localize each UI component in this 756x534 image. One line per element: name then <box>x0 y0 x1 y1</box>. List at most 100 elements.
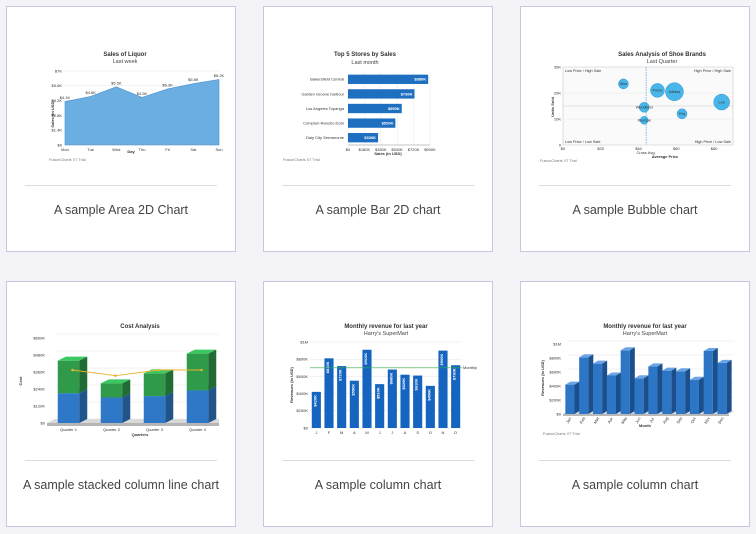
y-tick-label: $200K <box>296 408 308 413</box>
card-caption[interactable]: A sample Bubble chart <box>572 203 698 217</box>
data-label: $550K <box>350 384 355 396</box>
x-tick-label: $900K <box>424 147 436 152</box>
bar <box>634 378 644 414</box>
data-label: $5.8K <box>188 77 199 82</box>
bar <box>375 384 385 428</box>
bar <box>413 375 423 428</box>
y-axis-label: Sales (In USD) <box>50 100 55 128</box>
bubble <box>676 108 688 120</box>
data-label: $4.1K <box>60 95 71 100</box>
line-point <box>71 368 74 372</box>
chart-card-stacked-column-line[interactable]: Cost Analysis $0 $120K $240K $360K $480K $600… <box>6 281 236 527</box>
bar <box>362 349 372 428</box>
x-tick-label: Quarter 1 <box>60 427 78 432</box>
x-tick-label: Tue <box>87 147 95 152</box>
x-tick-label: Jul <box>648 417 655 424</box>
x-tick-label: May <box>620 416 628 425</box>
category-label: Los Angeles Topanga <box>306 106 345 111</box>
x-tick-label: $0 <box>561 146 566 151</box>
y-tick-label: $2.8K <box>52 113 63 118</box>
trendline-label: Monthly <box>463 365 477 370</box>
bar <box>703 351 713 414</box>
bar-side <box>165 392 174 423</box>
bar-segment <box>186 390 209 423</box>
bar-top <box>676 368 691 372</box>
chart-card-column[interactable]: Monthly revenue for last year Harry's Su… <box>263 281 493 527</box>
bar <box>348 118 396 128</box>
chart-card-area[interactable]: Sales of Liquor Last week $4.1K $4.6K $5.5… <box>6 6 236 252</box>
chart-card-column-3d[interactable]: Monthly revenue for last year Harry's Su… <box>520 281 750 527</box>
card-caption[interactable]: A sample stacked column line chart <box>23 478 219 492</box>
bar <box>620 350 630 414</box>
card-caption[interactable]: A sample column chart <box>571 478 699 492</box>
y-tick-label: $1M <box>553 341 561 346</box>
bar <box>689 379 699 414</box>
y-tick-label: $240K <box>33 386 45 391</box>
data-label: $610K <box>414 379 419 391</box>
chart-subtitle: Harry's SuperMart <box>623 331 668 337</box>
card-caption[interactable]: A sample Bar 2D chart <box>315 203 441 217</box>
y-tick-label: $0 <box>41 420 46 425</box>
bar <box>348 103 402 114</box>
y-axis-label: Cost <box>18 376 23 386</box>
bar-side <box>698 376 704 414</box>
bar-segment <box>57 360 80 394</box>
data-label: $880K <box>414 77 426 82</box>
bar <box>387 369 397 428</box>
data-label: $910K <box>363 353 368 365</box>
y-tick-label: $0 <box>58 142 63 147</box>
bar <box>565 384 575 414</box>
bar-side <box>122 393 131 423</box>
x-tick-label: Feb <box>579 415 587 424</box>
x-tick-label: Quarter 2 <box>103 427 121 432</box>
data-label: $520K <box>382 121 394 126</box>
bar-side <box>602 360 608 414</box>
category-label: Garden Groove harbour <box>302 91 345 96</box>
data-label: $5.5K <box>111 80 122 85</box>
bar-top <box>648 363 663 367</box>
bar <box>451 365 461 428</box>
y-tick-label: $1.4K <box>52 128 63 133</box>
category-label: Daly City Serramonte <box>306 135 345 140</box>
y-axis-label: Revenues (In USD) <box>289 366 294 402</box>
bubble <box>618 78 629 90</box>
bar-top <box>620 347 635 351</box>
x-tick-label: $60 <box>673 146 680 151</box>
x-axis-label: Sales (In USD) <box>374 151 402 156</box>
bubble-label: Nike <box>620 82 628 86</box>
y-tick-label: $4.2K <box>52 98 63 103</box>
bar-side <box>574 381 580 414</box>
y-tick-label: $7K <box>55 68 62 73</box>
x-tick-label: Oct <box>689 416 697 425</box>
data-label: $6.2K <box>214 73 225 78</box>
data-label: $730K <box>401 91 413 96</box>
x-tick-label: Fri <box>165 147 170 152</box>
chart-card-bubble[interactable]: Sales Analysis of Shoe Brands Last Quart… <box>520 6 750 252</box>
card-caption[interactable]: A sample Area 2D Chart <box>53 203 189 217</box>
category-label: Bakersfield Central <box>310 77 344 82</box>
chart-card-bar[interactable]: Top 5 Stores by Sales Last month $880K Ba… <box>263 6 493 252</box>
bar-top <box>634 375 649 379</box>
quadrant-label: Low Price / Low Sale <box>565 140 600 144</box>
bubble-chart: Sales Analysis of Shoe Brands Last Quart… <box>540 52 734 163</box>
x-axis-label: Quarters <box>132 432 149 437</box>
x-axis-label: Average Price <box>652 154 679 159</box>
x-tick-label: Jan <box>565 416 573 424</box>
x-tick-label: A <box>404 430 407 435</box>
card-caption[interactable]: A sample column chart <box>314 478 442 492</box>
y-tick-label: $0 <box>304 425 309 430</box>
trial-text: FusionCharts XT Trial <box>543 432 580 436</box>
bar <box>425 385 435 428</box>
y-tick-label: $480K <box>33 352 45 357</box>
x-tick-label: Dec <box>717 416 725 425</box>
card-divider <box>282 185 474 186</box>
bar-chart: Top 5 Stores by Sales Last month $880K Ba… <box>283 52 436 162</box>
bar-segment <box>57 393 80 423</box>
bar-top <box>689 376 704 380</box>
chart-title: Top 5 Stores by Sales <box>334 52 397 58</box>
y-tick-label: $400K <box>549 383 561 388</box>
bar <box>593 363 603 414</box>
stacked-column-line-chart: Cost Analysis $0 $120K $240K $360K $480K $600… <box>18 324 219 437</box>
bar-side <box>588 354 594 414</box>
bubble-label: Fila <box>679 112 686 116</box>
